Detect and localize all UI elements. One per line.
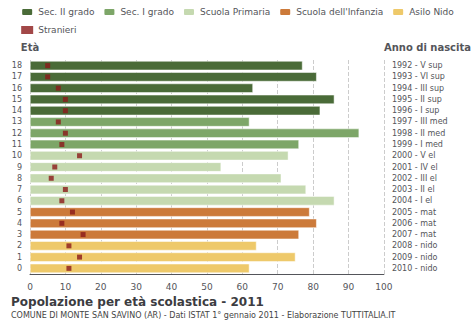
svg-text:1998 - II med: 1998 - II med: [392, 129, 445, 138]
svg-text:3: 3: [17, 230, 22, 239]
svg-text:13: 13: [12, 117, 22, 126]
svg-text:2001 - IV el: 2001 - IV el: [392, 163, 438, 172]
svg-text:10: 10: [60, 282, 72, 292]
svg-text:2007 - mat: 2007 - mat: [392, 230, 436, 239]
svg-text:6: 6: [17, 196, 22, 205]
svg-text:17: 17: [12, 72, 22, 81]
svg-text:7: 7: [17, 185, 22, 194]
svg-text:2003 - II el: 2003 - II el: [392, 185, 435, 194]
svg-text:10: 10: [12, 151, 22, 160]
svg-text:1993 - VI sup: 1993 - VI sup: [392, 72, 445, 81]
svg-text:9: 9: [17, 163, 22, 172]
svg-text:2006 - mat: 2006 - mat: [392, 219, 436, 228]
svg-text:0: 0: [27, 282, 33, 292]
svg-text:Anno di nascita: Anno di nascita: [384, 42, 471, 53]
svg-text:2002 - III el: 2002 - III el: [392, 174, 437, 183]
svg-text:Stranieri: Stranieri: [38, 25, 76, 35]
svg-text:Popolazione per età scolastica: Popolazione per età scolastica - 2011: [11, 295, 264, 309]
svg-text:2010 - nido: 2010 - nido: [392, 264, 438, 273]
svg-text:60: 60: [237, 282, 249, 292]
svg-text:Asilo Nido: Asilo Nido: [409, 7, 454, 17]
svg-text:0: 0: [17, 264, 22, 273]
svg-text:COMUNE DI MONTE SAN SAVINO (AR: COMUNE DI MONTE SAN SAVINO (AR) - Dati I…: [11, 311, 396, 320]
svg-text:2008 - nido: 2008 - nido: [392, 241, 438, 250]
svg-text:90: 90: [343, 282, 355, 292]
svg-text:Scuola dell'Infanzia: Scuola dell'Infanzia: [296, 7, 383, 17]
svg-text:1992 - V sup: 1992 - V sup: [392, 61, 443, 70]
svg-text:4: 4: [17, 219, 22, 228]
svg-text:80: 80: [307, 282, 319, 292]
svg-text:11: 11: [12, 140, 22, 149]
svg-text:70: 70: [272, 282, 284, 292]
svg-text:1999 - I med: 1999 - I med: [392, 140, 443, 149]
svg-text:100: 100: [375, 282, 392, 292]
svg-text:2: 2: [17, 241, 22, 250]
svg-text:14: 14: [12, 106, 22, 115]
svg-text:12: 12: [12, 129, 22, 138]
svg-text:20: 20: [95, 282, 107, 292]
svg-text:2009 - nido: 2009 - nido: [392, 253, 438, 262]
svg-text:50: 50: [201, 282, 213, 292]
svg-text:1994 - III sup: 1994 - III sup: [392, 84, 444, 93]
svg-text:Scuola Primaria: Scuola Primaria: [200, 7, 270, 17]
svg-text:1996 - I sup: 1996 - I sup: [392, 106, 440, 115]
svg-text:Sec. I grado: Sec. I grado: [120, 7, 174, 17]
svg-text:18: 18: [12, 61, 22, 70]
svg-text:15: 15: [12, 95, 22, 104]
svg-text:5: 5: [17, 208, 22, 217]
svg-text:2005 - mat: 2005 - mat: [392, 208, 436, 217]
svg-text:16: 16: [12, 84, 22, 93]
svg-text:1: 1: [17, 253, 22, 262]
svg-text:8: 8: [17, 174, 22, 183]
svg-text:1997 - III med: 1997 - III med: [392, 117, 448, 126]
svg-text:30: 30: [130, 282, 142, 292]
svg-text:40: 40: [166, 282, 178, 292]
svg-text:Sec. II grado: Sec. II grado: [38, 7, 95, 17]
svg-text:1995 - II sup: 1995 - II sup: [392, 95, 442, 104]
svg-text:Età: Età: [21, 42, 39, 53]
svg-text:2000 - V el: 2000 - V el: [392, 151, 436, 160]
svg-text:2004 - I el: 2004 - I el: [392, 196, 432, 205]
